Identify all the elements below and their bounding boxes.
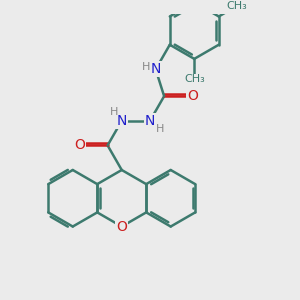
Text: CH₃: CH₃ [184,74,205,84]
Text: CH₃: CH₃ [226,1,247,11]
Text: O: O [187,89,198,103]
Text: H: H [110,107,118,117]
Text: N: N [116,114,127,128]
Text: N: N [151,62,161,76]
Text: H: H [156,124,164,134]
Text: H: H [142,61,150,71]
Text: N: N [145,114,155,128]
Text: O: O [116,220,127,233]
Text: O: O [74,138,85,152]
